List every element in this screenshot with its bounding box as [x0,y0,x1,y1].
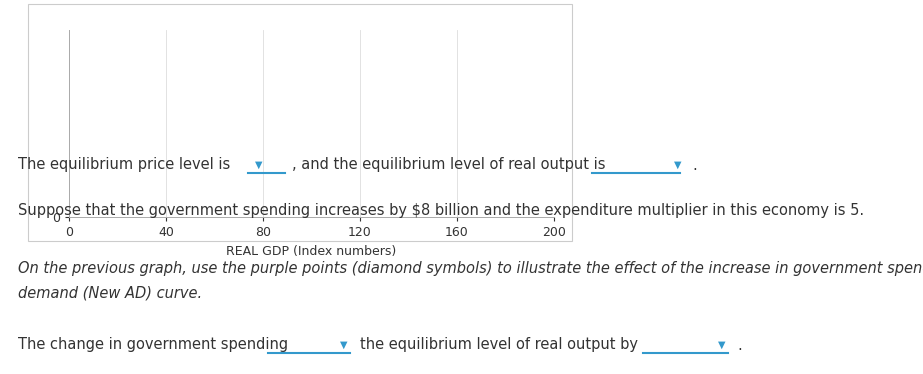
Text: , and the equilibrium level of real output is: , and the equilibrium level of real outp… [292,157,605,172]
Text: ▼: ▼ [718,340,725,350]
Text: The equilibrium price level is: The equilibrium price level is [18,157,230,172]
Text: demand (New AD) curve.: demand (New AD) curve. [18,285,202,300]
Text: ▼: ▼ [674,160,681,170]
Text: The change in government spending: The change in government spending [18,337,288,353]
Text: ▼: ▼ [340,340,347,350]
Text: ▼: ▼ [255,160,262,170]
Text: .: . [692,157,697,172]
Text: .: . [737,337,742,353]
Text: On the previous graph, use the purple points (diamond symbols) to illustrate the: On the previous graph, use the purple po… [18,261,923,276]
Text: the equilibrium level of real output by: the equilibrium level of real output by [360,337,638,353]
X-axis label: REAL GDP (Index numbers): REAL GDP (Index numbers) [226,245,397,258]
Text: Suppose that the government spending increases by $8 billion and the expenditure: Suppose that the government spending inc… [18,202,864,218]
